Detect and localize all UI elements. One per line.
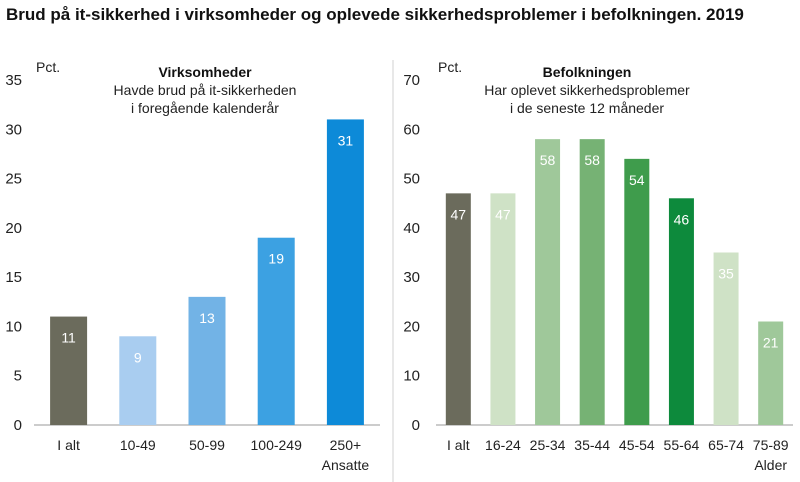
bar-value-label: 11 [61,330,76,346]
y-axis-unit: Pct. [36,59,60,75]
y-tick-label: 30 [5,121,22,138]
y-tick-label: 15 [5,269,22,286]
bar-value-label: 46 [674,211,690,227]
bar [50,316,88,425]
bar [668,198,694,425]
y-tick-label: 10 [5,318,22,335]
x-tick-label: 25-34 [530,437,566,453]
bar-value-label: 13 [199,310,215,326]
bar [445,193,471,425]
bar-value-label: 47 [495,206,511,222]
bar [713,252,739,425]
y-tick-label: 5 [14,368,22,385]
panel-title: Virksomheder [158,64,252,80]
x-axis-title: Alder [754,457,787,473]
y-tick-label: 25 [5,171,22,188]
bar-value-label: 19 [268,251,284,267]
bar-value-label: 47 [451,206,467,222]
panel-subtitle-line: Har oplevet sikkerhedsproblemer [484,82,690,98]
y-tick-label: 20 [403,318,420,335]
x-tick-label: 250+ [330,437,362,453]
x-tick-label: 10-49 [120,437,156,453]
y-tick-label: 10 [403,368,420,385]
bar [624,158,650,425]
bar [579,139,605,425]
chart-title: Brud på it-sikkerhed i virksomheder og o… [6,5,744,24]
bar [758,321,784,425]
panel-title: Befolkningen [543,64,632,80]
x-tick-label: 16-24 [485,437,521,453]
x-tick-label: I alt [447,437,470,453]
y-tick-label: 20 [5,220,22,237]
bar [257,237,295,425]
x-tick-label: I alt [57,437,80,453]
bar [326,119,364,425]
y-tick-label: 0 [412,417,420,434]
y-tick-label: 0 [14,417,22,434]
x-tick-label: 35-44 [574,437,610,453]
y-tick-label: 30 [403,269,420,286]
y-tick-label: 60 [403,121,420,138]
bar-value-label: 9 [134,349,142,365]
bar-value-label: 58 [540,152,556,168]
y-tick-label: 70 [403,72,420,89]
bar-value-label: 21 [763,335,779,351]
bar [535,139,561,425]
panel-subtitle-line: Havde brud på it-sikkerheden [114,82,297,98]
x-tick-label: 45-54 [619,437,655,453]
y-tick-label: 35 [5,72,22,89]
y-tick-label: 40 [403,220,420,237]
bar-value-label: 35 [718,266,734,282]
bar [119,336,157,425]
bar-value-label: 31 [338,132,354,148]
bar-value-label: 54 [629,172,645,188]
bar [188,296,226,425]
y-tick-label: 50 [403,171,420,188]
bar [490,193,516,425]
panel-subtitle-line: i foregående kalenderår [131,100,279,116]
x-tick-label: 65-74 [708,437,744,453]
x-tick-label: 100-249 [251,437,303,453]
panel-subtitle-line: i de seneste 12 måneder [510,100,664,116]
y-axis-unit: Pct. [438,59,462,75]
x-tick-label: 50-99 [189,437,225,453]
x-tick-label: 75-89 [753,437,789,453]
x-axis-title: Ansatte [322,457,370,473]
x-tick-label: 55-64 [664,437,700,453]
bar-value-label: 58 [584,152,600,168]
